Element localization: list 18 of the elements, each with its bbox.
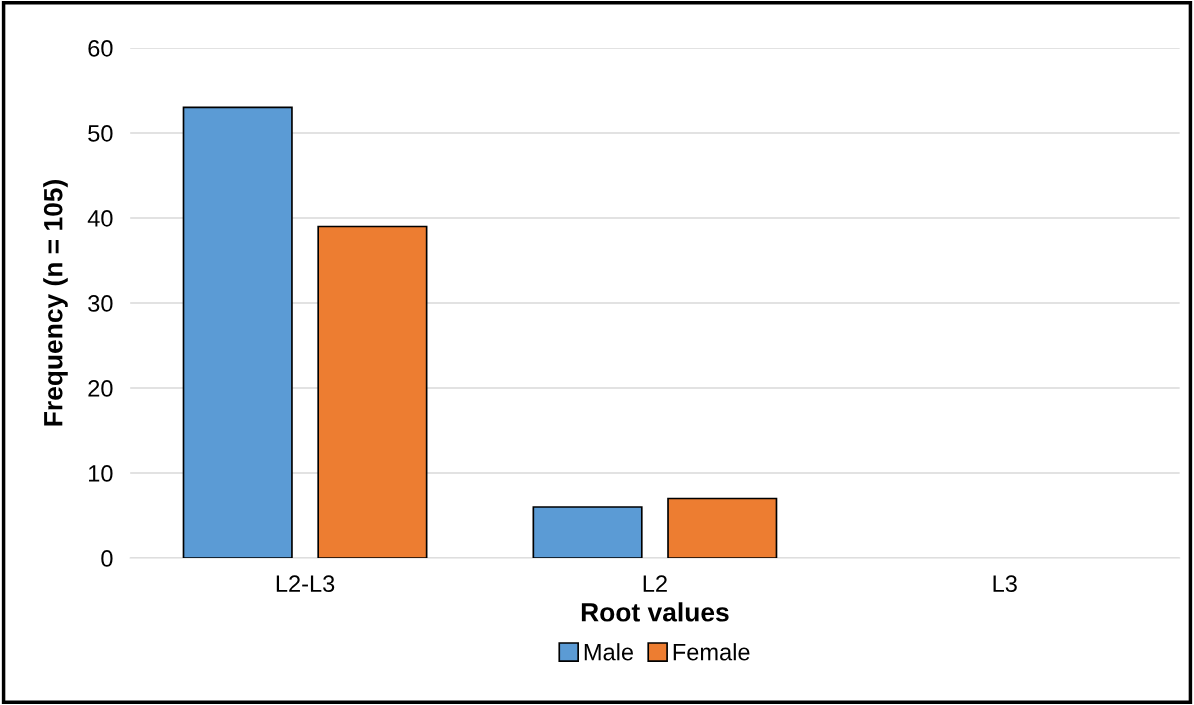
bar <box>182 106 293 559</box>
y-tick-label: 50 <box>88 125 113 142</box>
y-axis-title: Frequency (n = 105) <box>43 179 68 426</box>
y-tick-label: 30 <box>88 295 113 312</box>
x-tick-label: L2 <box>643 575 667 592</box>
y-tick-label: 10 <box>89 465 113 482</box>
y-tick-label: 20 <box>88 380 113 397</box>
y-tick-label: 0 <box>101 550 113 567</box>
y-tick-label: 60 <box>88 40 113 57</box>
x-tick-label: L3 <box>993 575 1017 593</box>
legend-label: Female <box>673 643 750 661</box>
x-axis-title: Root values <box>581 602 729 622</box>
bar <box>667 497 778 559</box>
bar <box>532 506 643 559</box>
x-tick-label: L2-L3 <box>276 575 335 593</box>
legend-label: Male <box>584 643 633 661</box>
bar <box>317 225 428 559</box>
y-tick-label: 40 <box>87 210 113 227</box>
